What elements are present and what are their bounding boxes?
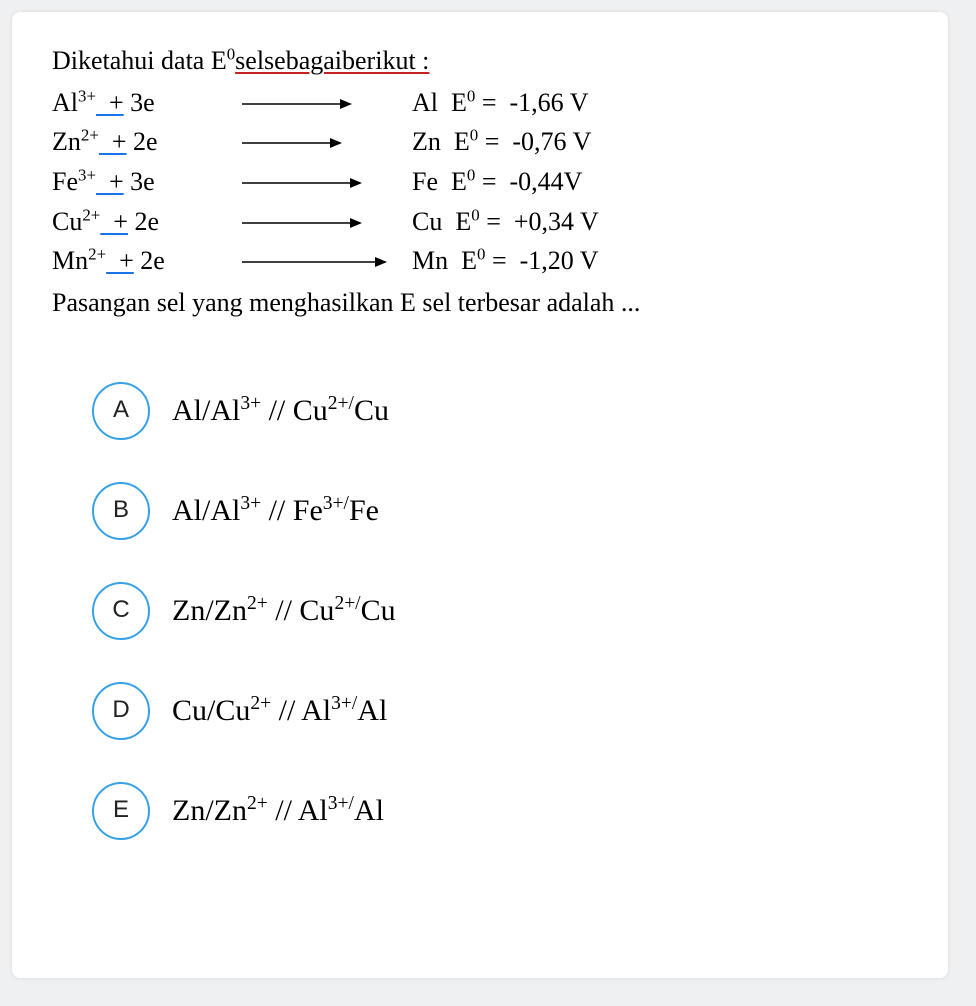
reaction-right: Cu E0 = +0,34 V (412, 203, 908, 241)
reaction-arrow (242, 163, 412, 201)
option-circle-b[interactable]: B (92, 482, 150, 540)
option-circle-e[interactable]: E (92, 782, 150, 840)
question-tail: Pasangan sel yang menghasilkan E sel ter… (52, 284, 908, 322)
reaction-left: Fe3+ + 3e (52, 163, 242, 201)
option-text-e: Zn/Zn2+ // Al3+/Al (172, 789, 908, 833)
option-circle-c[interactable]: C (92, 582, 150, 640)
reaction-left: Cu2+ + 2e (52, 203, 242, 241)
options-list: AAl/Al3+ // Cu2+/CuBAl/Al3+ // Fe3+/FeCZ… (92, 382, 908, 840)
intro-sup: 0 (227, 44, 235, 63)
option-text-b: Al/Al3+ // Fe3+/Fe (172, 489, 908, 533)
reaction-right: Mn E0 = -1,20 V (412, 242, 908, 280)
option-circle-d[interactable]: D (92, 682, 150, 740)
reaction-right: Fe E0 = -0,44V (412, 163, 908, 201)
reaction-arrow (242, 123, 412, 161)
reaction-right: Zn E0 = -0,76 V (412, 123, 908, 161)
option-text-c: Zn/Zn2+ // Cu2+/Cu (172, 589, 908, 633)
intro-prefix: Diketahui data E (52, 46, 227, 75)
reaction-left: Al3+ + 3e (52, 84, 242, 122)
reaction-left: Mn2+ + 2e (52, 242, 242, 280)
intro-line: Diketahui data E0selsebagaiberikut : (52, 42, 908, 80)
reaction-arrow (242, 203, 412, 241)
reactions-table: Al3+ + 3e Al E0 = -1,66 V Zn2+ + 2e Zn E0 =… (52, 84, 908, 280)
option-text-d: Cu/Cu2+ // Al3+/Al (172, 689, 908, 733)
reaction-arrow (242, 84, 412, 122)
intro-underlined: selsebagaiberikut : (235, 46, 429, 75)
option-circle-a[interactable]: A (92, 382, 150, 440)
question-card: Diketahui data E0selsebagaiberikut : Al3… (12, 12, 948, 978)
reaction-arrow (242, 242, 412, 280)
reaction-right: Al E0 = -1,66 V (412, 84, 908, 122)
option-text-a: Al/Al3+ // Cu2+/Cu (172, 389, 908, 433)
reaction-left: Zn2+ + 2e (52, 123, 242, 161)
